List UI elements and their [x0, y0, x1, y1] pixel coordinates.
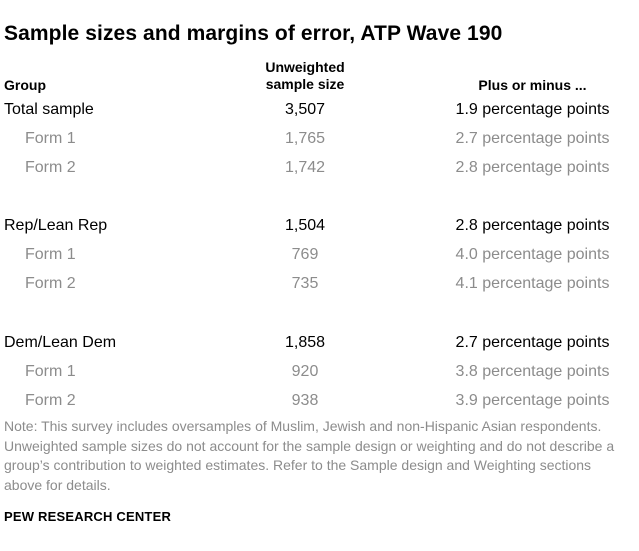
table-row: Dem/Lean Dem 1,858 2.7 percentage points [0, 332, 639, 354]
row-sample-size: 3,507 [284, 101, 326, 118]
row-sample-size: 1,742 [284, 159, 326, 176]
header-group: Group [4, 77, 46, 93]
table-row: Form 1 769 4.0 percentage points [0, 244, 639, 266]
row-margin-of-error: 2.8 percentage points [455, 159, 610, 176]
table-row: Form 1 1,765 2.7 percentage points [0, 128, 639, 150]
header-sample-size-line1: Unweighted [265, 59, 345, 75]
header-sample-size: Unweighted sample size [230, 59, 380, 93]
header-sample-size-line2: sample size [265, 76, 345, 92]
row-sample-size: 735 [291, 275, 319, 292]
row-margin-of-error: 4.1 percentage points [455, 275, 610, 292]
row-group: Form 2 [25, 159, 76, 176]
row-margin-of-error: 2.8 percentage points [455, 217, 610, 234]
row-sample-size: 769 [291, 246, 319, 263]
table-row: Total sample 3,507 1.9 percentage points [0, 99, 639, 121]
table-row: Form 2 938 3.9 percentage points [0, 390, 639, 412]
row-margin-of-error: 3.8 percentage points [455, 363, 610, 380]
row-group: Form 1 [25, 246, 76, 263]
table-row: Form 1 920 3.8 percentage points [0, 361, 639, 383]
row-margin-of-error: 4.0 percentage points [455, 246, 610, 263]
table-row: Form 2 735 4.1 percentage points [0, 273, 639, 295]
row-group: Form 1 [25, 363, 76, 380]
table-title: Sample sizes and margins of error, ATP W… [4, 22, 503, 45]
row-margin-of-error: 1.9 percentage points [455, 101, 610, 118]
row-sample-size: 920 [291, 363, 319, 380]
row-group: Form 2 [25, 392, 76, 409]
row-group: Total sample [4, 101, 94, 118]
row-sample-size: 1,504 [284, 217, 326, 234]
row-margin-of-error: 2.7 percentage points [455, 334, 610, 351]
header-margin-of-error: Plus or minus ... [478, 77, 587, 93]
row-margin-of-error: 3.9 percentage points [455, 392, 610, 409]
row-group: Dem/Lean Dem [4, 334, 117, 351]
table-row: Form 2 1,742 2.8 percentage points [0, 157, 639, 179]
row-sample-size: 1,858 [284, 334, 326, 351]
row-margin-of-error: 2.7 percentage points [455, 130, 610, 147]
row-sample-size: 1,765 [284, 130, 326, 147]
source-credit: PEW RESEARCH CENTER [4, 509, 172, 524]
row-sample-size: 938 [291, 392, 319, 409]
table-row: Rep/Lean Rep 1,504 2.8 percentage points [0, 215, 639, 237]
row-group: Form 2 [25, 275, 76, 292]
row-group: Rep/Lean Rep [4, 217, 108, 234]
row-group: Form 1 [25, 130, 76, 147]
table-note: Note: This survey includes oversamples o… [4, 418, 615, 493]
